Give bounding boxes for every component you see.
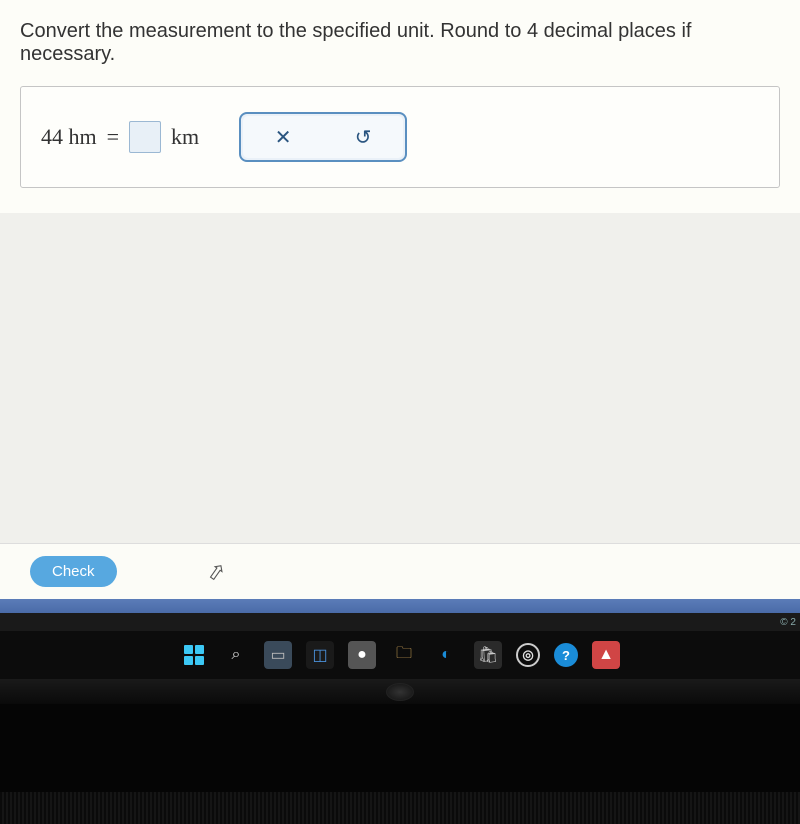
undo-button[interactable]: ↺ — [323, 116, 403, 158]
speaker-grille — [0, 792, 800, 824]
store-icon[interactable]: 🛍 — [474, 641, 502, 669]
taskbar: ⌕ ▭ ◫ ● 🗀 ◐ 🛍 ◎? ▲ — [0, 631, 800, 679]
explorer-icon[interactable]: 🗀 — [390, 641, 418, 669]
undo-icon: ↺ — [355, 125, 372, 150]
below-screen-area — [0, 679, 800, 824]
windows-logo-icon — [184, 645, 204, 665]
content-area: Convert the measurement to the specified… — [0, 0, 800, 213]
clear-button[interactable]: ✕ — [243, 116, 323, 158]
help-icon[interactable]: ? — [554, 643, 578, 667]
hp-logo-icon — [386, 683, 414, 701]
equals-sign: = — [107, 124, 119, 150]
task-view-icon[interactable]: ▭ — [264, 641, 292, 669]
widgets-icon[interactable]: ◫ — [306, 641, 334, 669]
app1-icon[interactable]: ◎ — [516, 643, 540, 667]
laptop-hinge — [0, 679, 800, 704]
start-icon[interactable] — [180, 641, 208, 669]
problem-box: 44 hm = km ✕ ↺ — [20, 86, 780, 188]
answer-input[interactable] — [129, 121, 161, 153]
app2-icon[interactable]: ▲ — [592, 641, 620, 669]
cursor-icon: ⬀ — [204, 557, 227, 586]
equation-right-unit: km — [171, 124, 199, 150]
chat-icon[interactable]: ● — [348, 641, 376, 669]
empty-area — [0, 213, 800, 543]
check-button[interactable]: Check — [30, 556, 117, 587]
window-bottom-strip — [0, 599, 800, 613]
notification-row: © 2 — [0, 613, 800, 631]
edge-icon[interactable]: ◐ — [432, 641, 460, 669]
x-icon: ✕ — [275, 125, 292, 150]
notification-text: © 2 — [780, 617, 796, 628]
tool-panel: ✕ ↺ — [239, 112, 407, 162]
search-icon[interactable]: ⌕ — [222, 641, 250, 669]
equation-left: 44 hm — [41, 124, 97, 150]
check-row: Check ⬀ — [0, 543, 800, 599]
laptop-body — [0, 704, 800, 792]
instruction-text: Convert the measurement to the specified… — [20, 10, 780, 86]
